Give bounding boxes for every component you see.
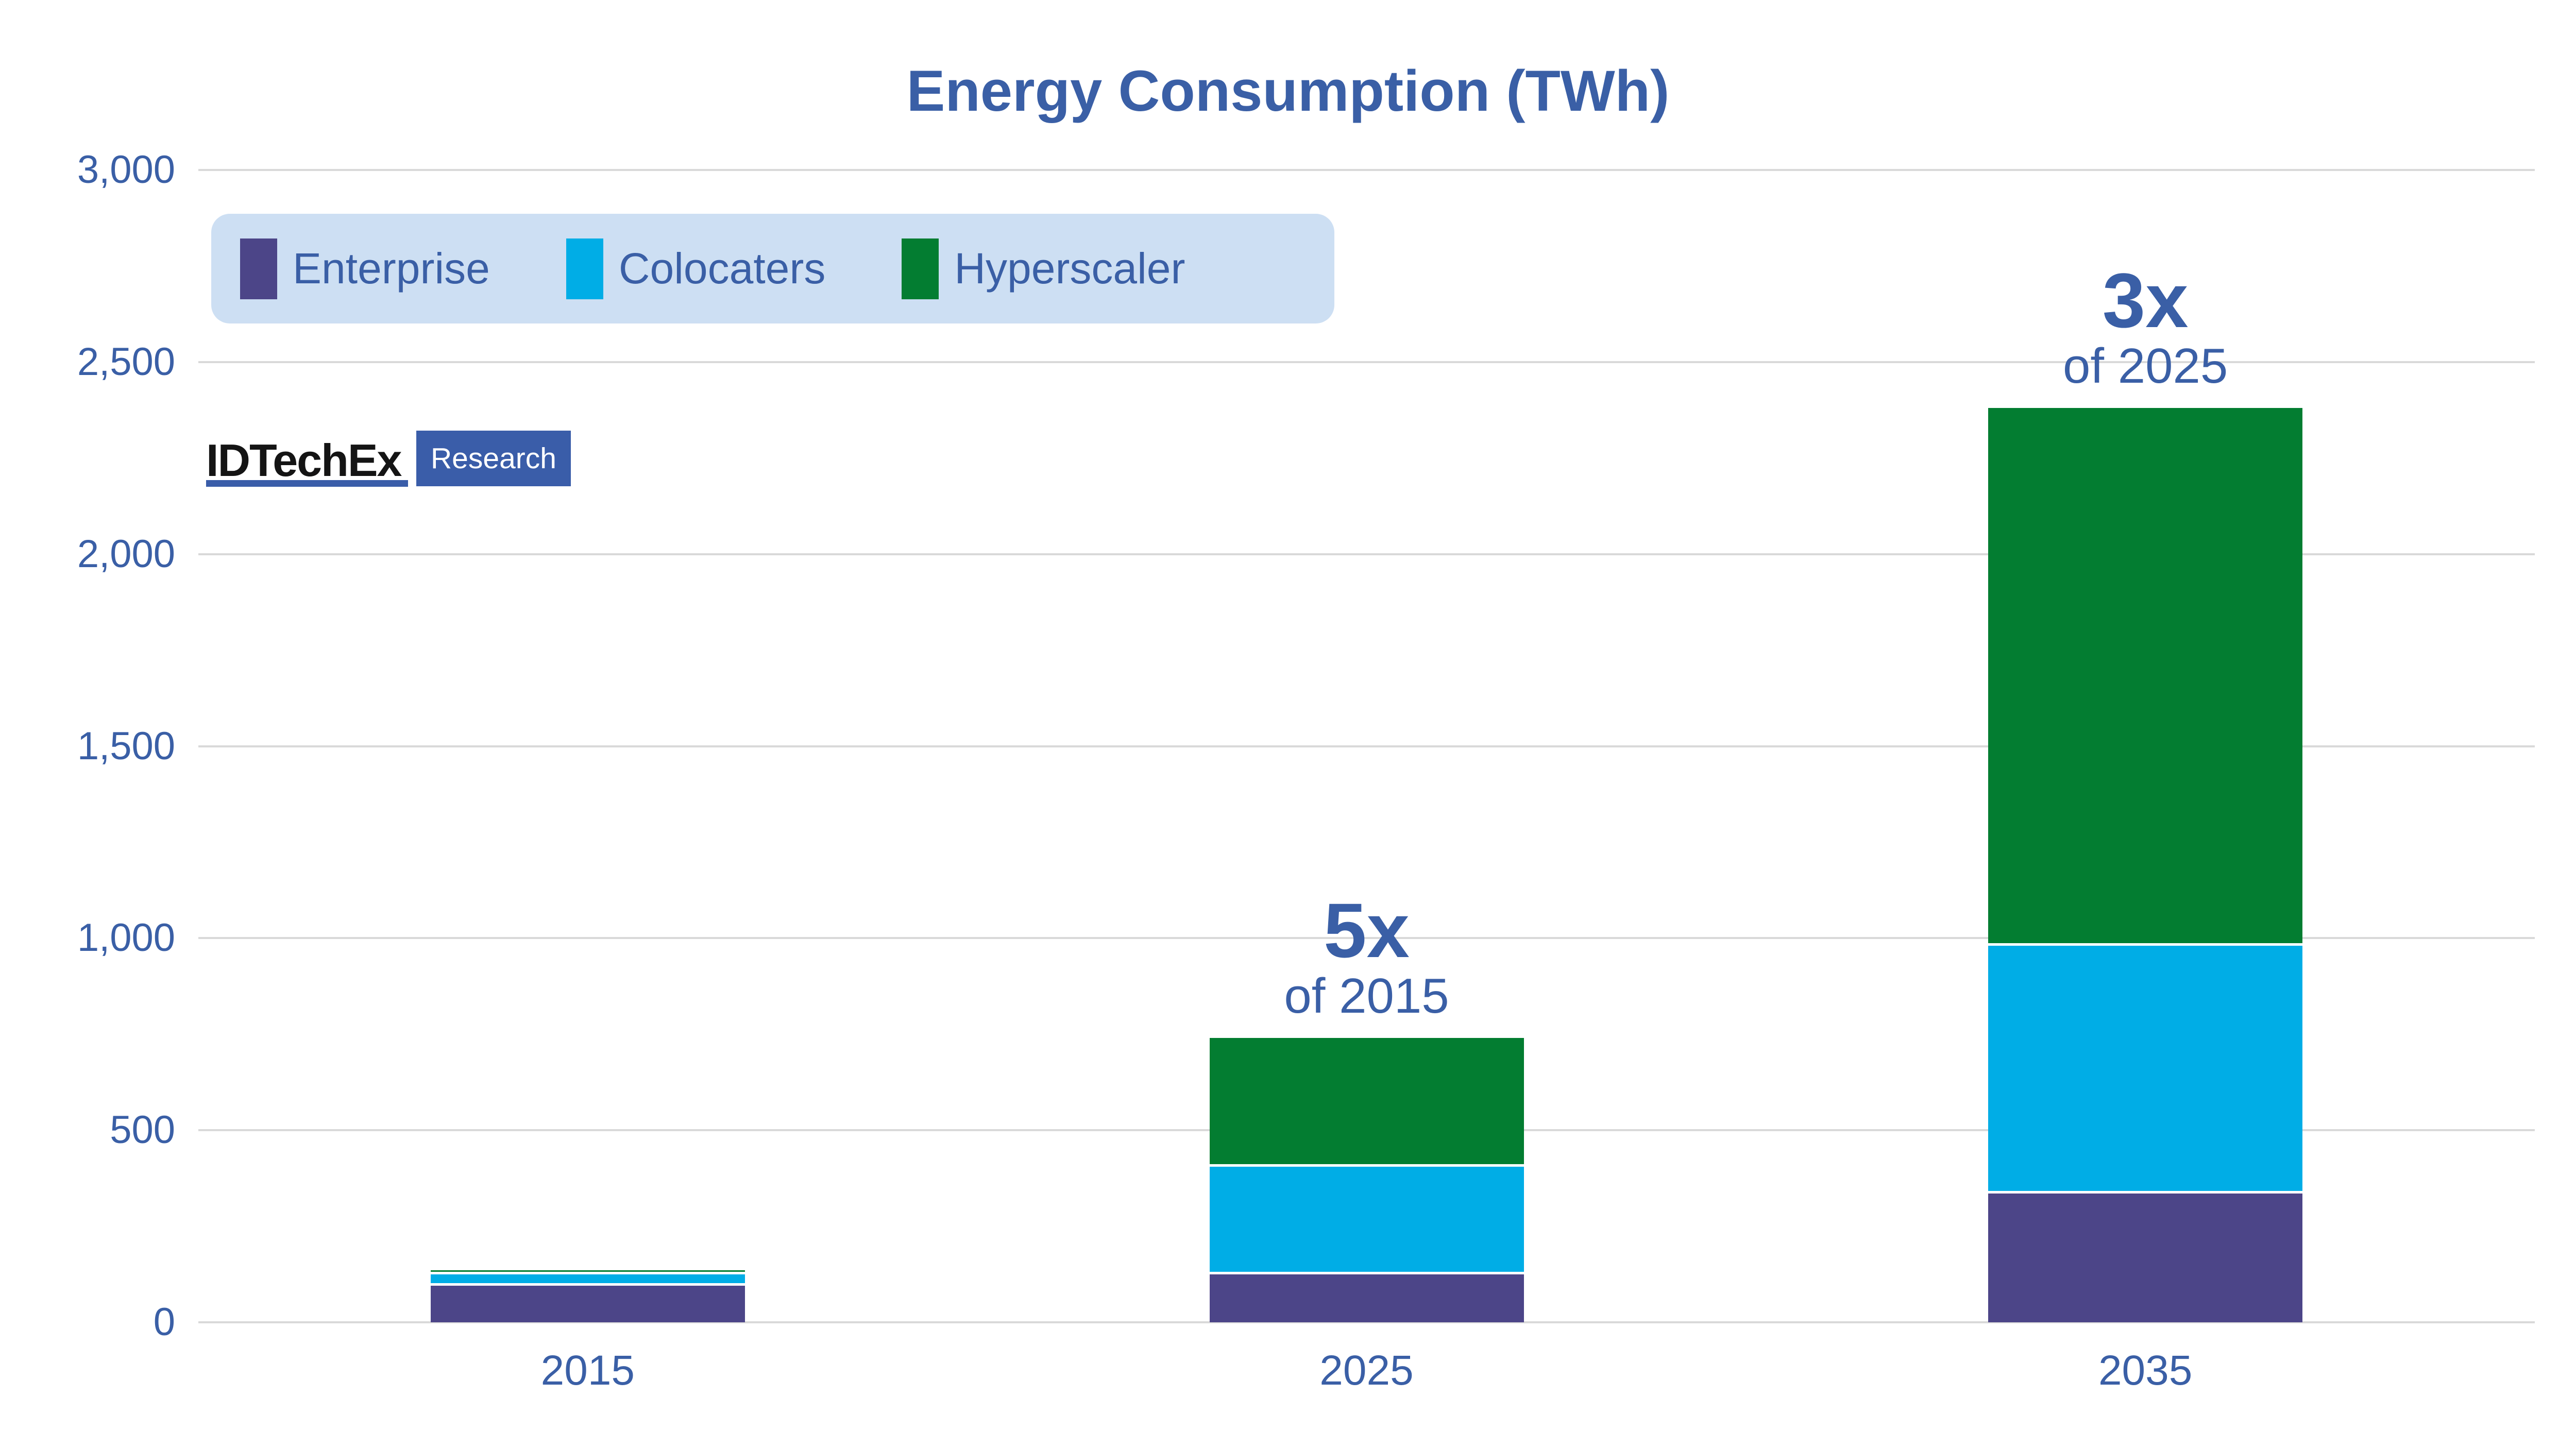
idtechex-logo-underline bbox=[206, 480, 408, 487]
bar-segment-enterprise-2025 bbox=[1209, 1274, 1524, 1322]
bar-segment-enterprise-2035 bbox=[1988, 1194, 2303, 1322]
bar-segment-hyperscaler-2015 bbox=[430, 1270, 745, 1274]
legend-label-colocaters: Colocaters bbox=[618, 244, 826, 293]
y-tick-label-1000: 1,000 bbox=[77, 916, 175, 960]
y-tick-label-2500: 2,500 bbox=[77, 339, 175, 384]
x-tick-label-2035: 2035 bbox=[2098, 1347, 2193, 1394]
legend-item-enterprise: Enterprise bbox=[240, 238, 490, 299]
legend-item-hyperscaler: Hyperscaler bbox=[902, 238, 1185, 299]
annotation-multiplier-2035: 3x bbox=[2102, 257, 2189, 344]
gridline-1500 bbox=[198, 745, 2535, 747]
x-tick-label-2025: 2025 bbox=[1319, 1347, 1414, 1394]
annotation-reference-2025: of 2015 bbox=[1284, 968, 1449, 1024]
bar-segment-hyperscaler-2025 bbox=[1209, 1038, 1524, 1167]
y-tick-label-3000: 3,000 bbox=[77, 148, 175, 192]
idtechex-logo-text: IDTechEx bbox=[206, 435, 402, 486]
gridline-3000 bbox=[198, 169, 2535, 171]
bar-segment-colocaters-2015 bbox=[430, 1274, 745, 1286]
legend-item-colocaters: Colocaters bbox=[566, 238, 826, 299]
annotation-2025: 5x of 2015 bbox=[1135, 887, 1599, 1024]
annotation-2035: 3x of 2025 bbox=[1913, 257, 2377, 394]
idtechex-research-badge: Research bbox=[416, 431, 571, 486]
bar-segment-colocaters-2025 bbox=[1209, 1167, 1524, 1274]
legend-swatch-colocaters bbox=[566, 238, 603, 299]
bar-segment-enterprise-2015 bbox=[430, 1286, 745, 1322]
gridline-2000 bbox=[198, 553, 2535, 555]
annotation-multiplier-2025: 5x bbox=[1324, 887, 1410, 974]
gridline-0 bbox=[198, 1321, 2535, 1323]
y-tick-label-1500: 1,500 bbox=[77, 724, 175, 768]
legend: Enterprise Colocaters Hyperscaler bbox=[211, 214, 1334, 323]
gridline-1000 bbox=[198, 937, 2535, 940]
x-tick-label-2015: 2015 bbox=[540, 1347, 635, 1394]
annotation-reference-2035: of 2025 bbox=[2063, 338, 2228, 394]
y-tick-label-500: 500 bbox=[110, 1108, 175, 1152]
legend-swatch-hyperscaler bbox=[902, 238, 939, 299]
legend-swatch-enterprise bbox=[240, 238, 277, 299]
legend-label-enterprise: Enterprise bbox=[293, 244, 490, 293]
bar-segment-colocaters-2035 bbox=[1988, 946, 2303, 1194]
y-tick-label-0: 0 bbox=[153, 1300, 175, 1344]
y-tick-label-2000: 2,000 bbox=[77, 532, 175, 576]
legend-label-hyperscaler: Hyperscaler bbox=[954, 244, 1185, 293]
bar-segment-hyperscaler-2035 bbox=[1988, 408, 2303, 946]
gridline-2500 bbox=[198, 361, 2535, 363]
chart-title: Energy Consumption (TWh) bbox=[906, 59, 1670, 123]
